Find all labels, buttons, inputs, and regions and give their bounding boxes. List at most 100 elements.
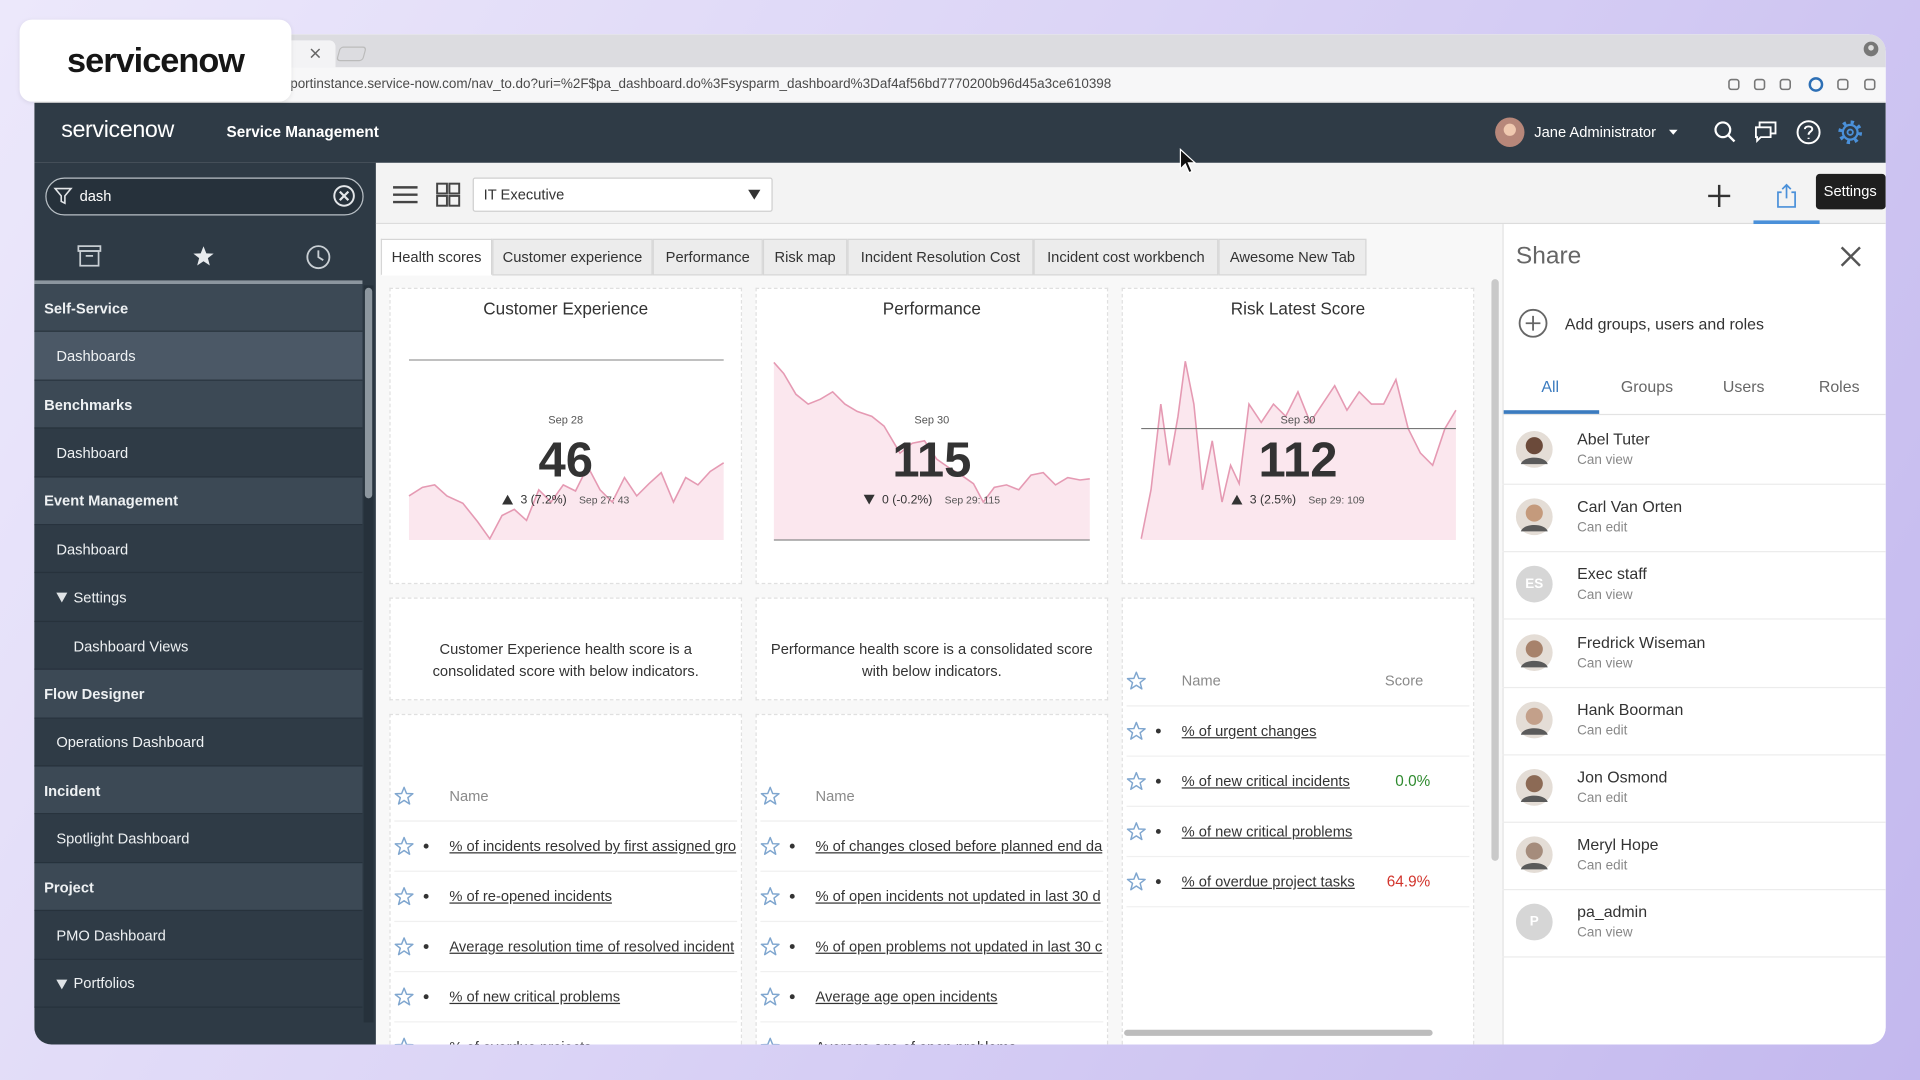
favorites-icon[interactable] <box>192 245 214 267</box>
all-apps-icon[interactable] <box>77 245 102 267</box>
star-button[interactable] <box>394 937 414 957</box>
nav-item[interactable]: Dashboard <box>56 444 129 462</box>
search-icon[interactable] <box>1714 121 1736 143</box>
nav-row[interactable] <box>34 573 363 622</box>
nav-item[interactable]: Dashboards <box>56 347 136 366</box>
dashboard-tab[interactable]: Customer experience <box>492 238 653 276</box>
nav-section[interactable]: Self-Service <box>44 299 129 317</box>
star-button[interactable] <box>760 987 780 1007</box>
dashboard-tab[interactable]: Awesome New Tab <box>1218 238 1367 276</box>
nav-row[interactable] <box>34 670 363 719</box>
star-button[interactable] <box>1126 872 1147 892</box>
nav-section[interactable]: Benchmarks <box>44 396 133 414</box>
add-icon[interactable] <box>1518 308 1548 338</box>
share-add[interactable]: Add groups, users and roles <box>1564 314 1765 334</box>
chat-icon[interactable] <box>1755 121 1777 144</box>
indicator-link[interactable]: Average age of open problems <box>816 1032 1109 1044</box>
browser-action[interactable] <box>1779 78 1792 91</box>
nav-item[interactable]: Portfolios <box>73 975 135 993</box>
tab-close[interactable] <box>310 48 321 59</box>
nav-section[interactable]: Event Management <box>44 492 178 510</box>
dashboard-select[interactable] <box>472 177 773 212</box>
browser-action[interactable] <box>1864 78 1876 91</box>
clear-filter[interactable] <box>333 185 355 207</box>
nav-item[interactable]: Operations Dashboard <box>56 733 205 751</box>
star-button[interactable] <box>394 1037 414 1045</box>
nav-row[interactable] <box>34 959 363 1008</box>
indicator-link[interactable]: % of new critical incidents <box>1181 772 1350 790</box>
user-avatar[interactable] <box>1495 117 1525 147</box>
share-tab[interactable]: Users <box>1722 377 1765 396</box>
nav-row[interactable] <box>34 863 363 912</box>
nav-section[interactable]: Incident <box>44 782 101 800</box>
star-button[interactable] <box>394 887 414 907</box>
nav-section[interactable]: Project <box>44 878 94 896</box>
star-button[interactable] <box>760 887 780 907</box>
nav-item[interactable]: PMO Dashboard <box>56 926 166 944</box>
star-button[interactable] <box>1126 771 1147 791</box>
nav-item[interactable]: Dashboard <box>56 540 129 558</box>
star-button[interactable] <box>760 1037 780 1045</box>
star-button[interactable] <box>1126 822 1147 842</box>
nav-item[interactable]: Settings <box>73 589 127 607</box>
filter-box[interactable] <box>45 177 364 216</box>
nav-row[interactable] <box>34 477 363 526</box>
indicator-link[interactable]: % of re-opened incidents <box>449 887 612 905</box>
menu-icon[interactable] <box>393 186 418 204</box>
grid-icon[interactable] <box>436 182 461 207</box>
indicator-link[interactable]: Average age open incidents <box>815 988 998 1006</box>
indicator-link[interactable]: % of overdue project tasks <box>1181 873 1355 891</box>
indicator-link[interactable]: % of overdue projects <box>449 1032 742 1044</box>
star-button[interactable] <box>394 786 414 806</box>
nav-row[interactable] <box>34 911 363 960</box>
share-icon[interactable] <box>1777 183 1797 208</box>
indicator-link[interactable]: % of incidents resolved by first assigne… <box>449 837 737 855</box>
dashboard-tab[interactable]: Risk map <box>762 238 848 276</box>
nav-row[interactable] <box>34 332 363 381</box>
share-close[interactable] <box>1840 246 1861 267</box>
new-tab[interactable] <box>335 46 367 62</box>
star-button[interactable] <box>1126 671 1147 691</box>
nav-row[interactable] <box>34 718 363 767</box>
history-icon[interactable] <box>306 245 331 270</box>
nav-row[interactable] <box>34 525 363 574</box>
star-button[interactable] <box>394 987 414 1007</box>
nav-row[interactable] <box>34 814 363 863</box>
nav-row[interactable] <box>34 766 363 815</box>
nav-row[interactable] <box>34 380 363 429</box>
browser-action[interactable] <box>1728 78 1740 91</box>
indicator-link[interactable]: % of changes closed before planned end d… <box>815 837 1103 855</box>
star-button[interactable] <box>760 786 780 806</box>
nav-item[interactable]: Spotlight Dashboard <box>56 830 190 848</box>
nav-item[interactable]: Dashboard Views <box>73 637 189 655</box>
dashboard-tab[interactable]: Incident cost workbench <box>1033 238 1219 276</box>
browser-action[interactable] <box>1837 78 1849 91</box>
indicator-link[interactable]: % of new critical problems <box>449 988 621 1006</box>
star-button[interactable] <box>1126 721 1147 741</box>
dashboard-tab[interactable]: Incident Resolution Cost <box>847 238 1034 276</box>
nav-section[interactable]: Flow Designer <box>44 685 145 703</box>
indicator-link[interactable]: % of new critical problems <box>1181 822 1353 841</box>
dashboard-tab[interactable]: Performance <box>652 238 763 276</box>
share-tab[interactable]: Groups <box>1620 377 1674 396</box>
indicator-link[interactable]: Average resolution time of resolved inci… <box>449 937 735 956</box>
share-tab[interactable]: All <box>1541 377 1560 396</box>
help-icon[interactable] <box>1796 120 1821 145</box>
star-button[interactable] <box>760 937 780 957</box>
indicator-link[interactable]: % of urgent changes <box>1181 722 1317 740</box>
star-button[interactable] <box>760 836 780 856</box>
nav-row[interactable] <box>34 428 363 478</box>
settings-icon[interactable] <box>1838 120 1863 145</box>
add-widget-icon[interactable] <box>1708 184 1731 207</box>
browser-action[interactable] <box>1753 78 1766 91</box>
star-button[interactable] <box>394 836 414 856</box>
share-tab[interactable]: Roles <box>1818 377 1860 396</box>
dashboard-tab[interactable]: Health scores <box>380 238 493 276</box>
nav-row[interactable] <box>34 621 363 671</box>
indicator-link[interactable]: % of open problems not updated in last 3… <box>815 937 1103 956</box>
nav-row[interactable] <box>34 284 363 333</box>
browser-action[interactable] <box>1808 77 1824 92</box>
indicator-link[interactable]: % of open incidents not updated in last … <box>815 887 1101 905</box>
user-name[interactable]: Jane Administrator <box>1534 123 1656 141</box>
avatar-initials: P <box>1529 915 1539 930</box>
